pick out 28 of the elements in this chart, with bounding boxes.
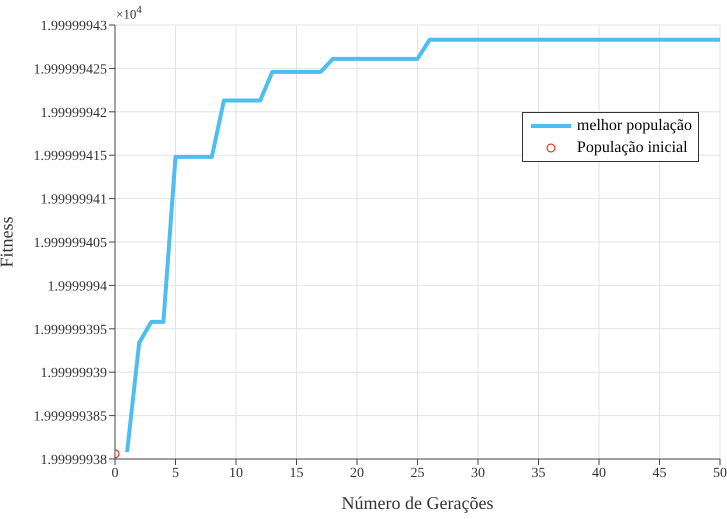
x-tick-label: 5 xyxy=(172,466,179,481)
x-tick-label: 30 xyxy=(471,466,485,481)
line-series xyxy=(125,38,720,454)
x-tick-label: 15 xyxy=(290,466,304,481)
y-tick-label: 1.99999941 xyxy=(40,192,107,208)
y-tick-label: 1.9999994 xyxy=(48,279,107,294)
x-axis-title: Número de Gerações xyxy=(342,493,494,513)
x-tick-label: 10 xyxy=(229,466,243,481)
y-tick-label: 1.999999415 xyxy=(34,149,107,164)
y-tick-label: 1.999999405 xyxy=(34,236,107,251)
y-tick-label: 1.99999943 xyxy=(40,18,107,34)
x-tick-label: 25 xyxy=(410,466,424,481)
x-tick-label: 45 xyxy=(652,466,666,481)
x-tick-label: 0 xyxy=(112,466,118,481)
legend-label: melhor população xyxy=(576,116,692,136)
text: ×10$^{4}$ xyxy=(116,4,142,22)
x-tick-label: 50 xyxy=(713,466,727,481)
x-tick-label: 20 xyxy=(350,466,364,481)
y-tick-label: 1.99999942 xyxy=(40,106,107,121)
legend-label: População inicial xyxy=(576,138,688,158)
x-tick-label: 35 xyxy=(532,466,546,481)
y-tick-label: 1.99999939 xyxy=(40,366,107,382)
y-tick-label: 1.999999425 xyxy=(34,62,107,78)
y-tick-label: 1.99999938 xyxy=(40,452,107,468)
x-tick-label: 40 xyxy=(592,466,606,481)
y-tick-label: 1.999999385 xyxy=(34,410,107,425)
y-axis-title: Fitness xyxy=(0,216,16,268)
y-tick-label: 1.999999395 xyxy=(34,322,107,338)
